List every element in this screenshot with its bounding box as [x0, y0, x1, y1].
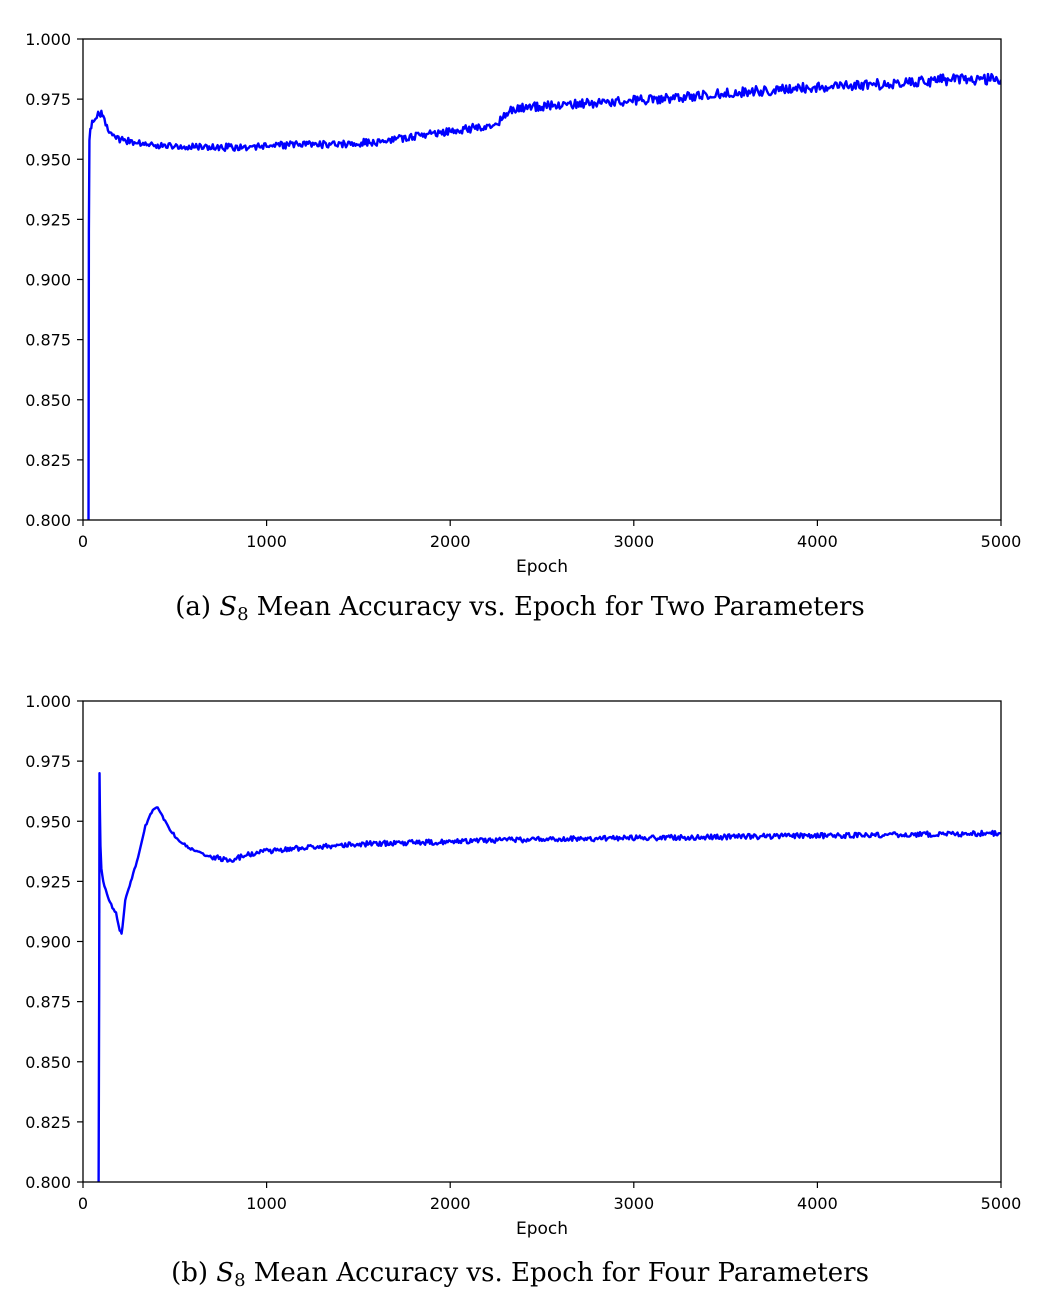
caption-b: (b) S8 Mean Accuracy vs. Epoch for Four …	[0, 1258, 1040, 1291]
x-tick-label-b-5: 5000	[981, 1194, 1022, 1213]
y-tick-label-b-5: 0.925	[25, 872, 71, 891]
x-tick-label-b-3: 3000	[613, 1194, 654, 1213]
plot-frame-a	[82, 38, 1002, 521]
caption-b-prefix: (b)	[171, 1258, 217, 1288]
y-tick-label-a-5: 0.925	[25, 210, 71, 229]
figure-a: 0 1000 2000 3000 4000 5000 0.800 0.825 0.850 0.87…	[0, 0, 1040, 640]
caption-a-symbol: S	[219, 592, 238, 622]
caption-a: (a) S8 Mean Accuracy vs. Epoch for Two P…	[0, 592, 1040, 625]
y-tick-label-a-8: 1.000	[25, 30, 71, 49]
figure-b: 0 1000 2000 3000 4000 5000 0.800 0.825 0.850 0.87…	[0, 662, 1040, 1308]
caption-b-subscript: 8	[234, 1270, 246, 1291]
caption-b-text: Mean Accuracy vs. Epoch for Four Paramet…	[245, 1258, 869, 1288]
chart-b: 0 1000 2000 3000 4000 5000 0.800 0.825 0.850 0.87…	[25, 692, 1022, 1239]
y-tick-label-a-1: 0.825	[25, 451, 71, 470]
x-tick-label-a-3: 3000	[613, 532, 654, 551]
x-tick-label-b-2: 2000	[430, 1194, 471, 1213]
x-tick-label-a-2: 2000	[430, 532, 471, 551]
y-tick-label-a-4: 0.900	[25, 271, 71, 290]
x-tick-label-a-5: 5000	[981, 532, 1022, 551]
x-tick-label-a-4: 4000	[797, 532, 838, 551]
x-tick-label-b-1: 1000	[246, 1194, 287, 1213]
series-line-b-0	[97, 771, 1001, 1182]
plot-frame-b	[82, 700, 1002, 1183]
caption-a-subscript: 8	[237, 604, 249, 625]
caption-b-symbol: S	[216, 1258, 235, 1288]
y-tick-label-b-8: 1.000	[25, 692, 71, 711]
caption-a-prefix: (a)	[175, 592, 220, 622]
y-tick-label-b-6: 0.950	[25, 812, 71, 831]
caption-a-text: Mean Accuracy vs. Epoch for Two Paramete…	[248, 592, 865, 622]
y-tick-label-b-7: 0.975	[25, 752, 71, 771]
series-line-a-0	[87, 72, 1001, 520]
y-tick-label-a-6: 0.950	[25, 150, 71, 169]
y-tick-label-b-4: 0.900	[25, 933, 71, 952]
y-tick-label-a-3: 0.875	[25, 331, 71, 350]
x-tick-label-b-0: 0	[78, 1194, 88, 1213]
x-tick-label-b-4: 4000	[797, 1194, 838, 1213]
y-tick-label-a-2: 0.850	[25, 391, 71, 410]
x-tick-label-a-0: 0	[78, 532, 88, 551]
y-tick-label-b-1: 0.825	[25, 1113, 71, 1132]
y-tick-label-b-0: 0.800	[25, 1173, 71, 1192]
x-tick-label-a-1: 1000	[246, 532, 287, 551]
y-tick-label-a-0: 0.800	[25, 511, 71, 530]
y-tick-label-b-2: 0.850	[25, 1053, 71, 1072]
chart-a: 0 1000 2000 3000 4000 5000 0.800 0.825 0.850 0.87…	[25, 30, 1022, 577]
y-tick-label-b-3: 0.875	[25, 993, 71, 1012]
x-axis-title-a: Epoch	[516, 557, 568, 577]
y-tick-label-a-7: 0.975	[25, 90, 71, 109]
x-axis-title-b: Epoch	[516, 1219, 568, 1239]
